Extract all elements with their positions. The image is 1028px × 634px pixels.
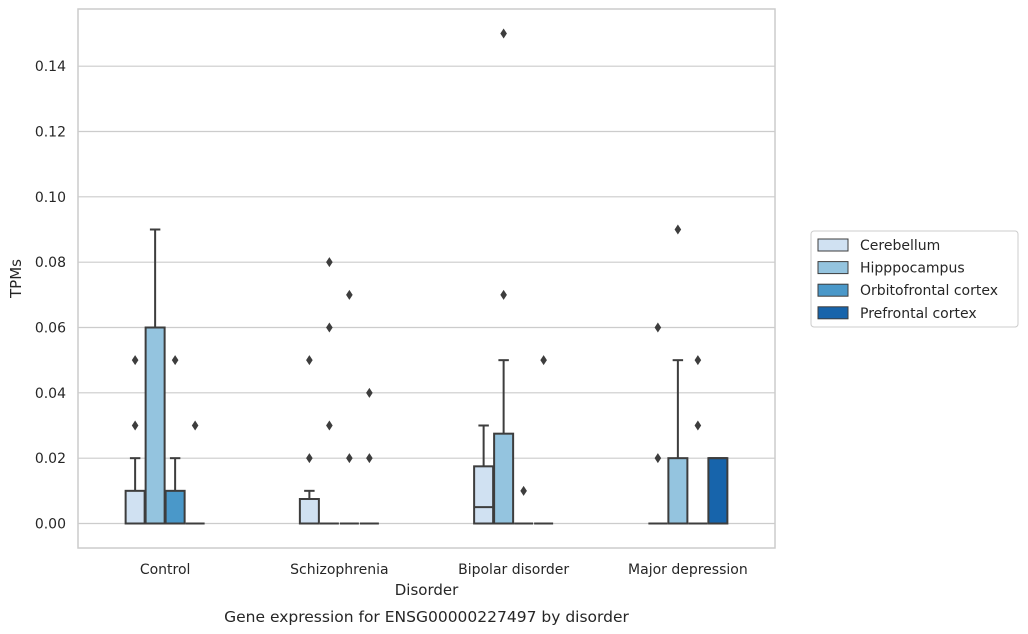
outlier-point <box>131 355 139 366</box>
outlier-point <box>326 322 333 333</box>
y-tick-label: 0.08 <box>35 255 66 271</box>
y-tick-label: 0.00 <box>35 517 66 533</box>
outlier-point <box>694 420 702 431</box>
x-axis-label: Disorder <box>395 581 459 599</box>
legend-entry: Cerebellum <box>860 238 940 254</box>
box-cerebellum <box>124 355 146 525</box>
plot-area <box>124 28 729 525</box>
legend-entry: Hipppocampus <box>860 261 965 277</box>
outlier-point <box>346 453 353 464</box>
legend-entry: Orbitofrontal cortex <box>860 283 998 299</box>
legend-swatch <box>817 261 849 275</box>
box-orbitofrontal-cortex <box>164 355 186 525</box>
outlier-point <box>306 453 313 464</box>
box-cerebellum <box>648 322 668 525</box>
box-orbitofrontal-cortex <box>514 485 534 525</box>
outlier-point <box>366 387 373 398</box>
y-tick-label: 0.10 <box>35 190 66 206</box>
legend: Cerebellum Hipppocampus Orbitofrontal cort… <box>810 230 1019 328</box>
legend-entry: Prefrontal cortex <box>860 306 977 322</box>
x-tick-label: Schizophrenia <box>290 562 388 578</box>
outlier-point <box>366 453 373 464</box>
legend-frame <box>810 230 1019 328</box>
y-tick-label: 0.04 <box>35 386 66 402</box>
outlier-point <box>306 355 313 366</box>
x-tick-label: Bipolar disorder <box>458 562 569 578</box>
legend-swatch <box>817 306 849 320</box>
box-body <box>473 465 495 525</box>
box-cerebellum <box>298 355 320 525</box>
box-body <box>124 489 146 525</box>
box-prefrontal-cortex <box>534 355 554 525</box>
chart-caption: Gene expression for ENSG00000227497 by d… <box>224 608 629 626</box>
legend-swatch <box>817 283 849 297</box>
outlier-point <box>674 224 682 235</box>
plot-frame <box>77 8 776 549</box>
box-hipppocampus <box>319 257 339 525</box>
outlier-point <box>654 453 662 464</box>
box-body <box>707 457 729 525</box>
box-prefrontal-cortex <box>707 457 729 525</box>
box-body <box>493 432 515 525</box>
outlier-point <box>191 420 199 431</box>
box-body <box>298 498 320 525</box>
outlier-point <box>171 355 179 366</box>
outlier-point <box>131 420 139 431</box>
y-axis-ticks: 0.00 0.02 0.04 0.06 0.08 0.10 0.12 0.14 <box>35 59 66 532</box>
y-tick-label: 0.14 <box>35 59 66 75</box>
box-hipppocampus <box>144 228 166 525</box>
box-cerebellum <box>473 424 495 525</box>
outlier-point <box>326 257 333 268</box>
legend-swatch <box>817 238 849 252</box>
box-hipppocampus <box>667 224 689 525</box>
gridlines <box>78 65 775 525</box>
x-axis-ticks: Control Schizophrenia Bipolar disorder Majo… <box>140 562 748 578</box>
outlier-point <box>500 28 507 39</box>
outlier-point <box>520 485 527 496</box>
x-tick-label: Control <box>140 562 191 578</box>
outlier-point <box>346 289 353 300</box>
box-prefrontal-cortex <box>359 387 379 525</box>
y-axis-label: TPMs <box>7 259 25 299</box>
box-orbitofrontal-cortex <box>688 355 708 525</box>
box-body <box>144 326 166 525</box>
outlier-point <box>654 322 662 333</box>
outlier-point <box>326 420 333 431</box>
outlier-point <box>540 355 547 366</box>
x-tick-label: Major depression <box>628 562 748 578</box>
box-hipppocampus <box>493 28 515 525</box>
box-body <box>667 457 689 525</box>
box-prefrontal-cortex <box>185 420 205 525</box>
box-body <box>164 489 186 525</box>
outlier-point <box>500 289 507 300</box>
y-tick-label: 0.06 <box>35 321 66 337</box>
box-orbitofrontal-cortex <box>339 289 359 525</box>
y-tick-label: 0.02 <box>35 451 66 467</box>
y-tick-label: 0.12 <box>35 125 66 141</box>
outlier-point <box>694 355 702 366</box>
